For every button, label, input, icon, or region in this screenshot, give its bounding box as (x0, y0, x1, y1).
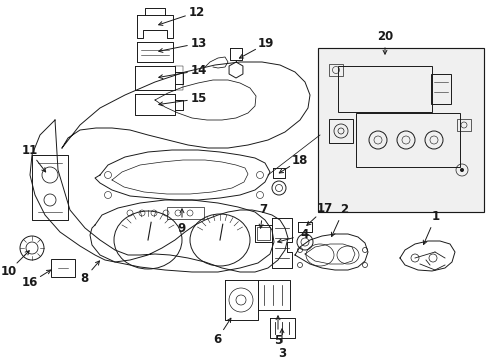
Text: 18: 18 (291, 154, 307, 167)
Text: 14: 14 (190, 64, 206, 77)
Text: 2: 2 (339, 203, 347, 216)
Text: 1: 1 (430, 210, 439, 223)
Text: 8: 8 (80, 272, 88, 285)
Text: 15: 15 (190, 92, 207, 105)
Text: 12: 12 (188, 6, 204, 19)
Text: 19: 19 (257, 37, 274, 50)
Text: 9: 9 (178, 222, 186, 235)
Circle shape (459, 168, 463, 172)
Text: 13: 13 (190, 37, 206, 50)
FancyBboxPatch shape (317, 48, 483, 212)
Text: 3: 3 (277, 347, 285, 360)
Text: 7: 7 (259, 203, 267, 216)
Text: 4: 4 (300, 228, 308, 241)
Text: 16: 16 (22, 276, 39, 289)
Text: 17: 17 (316, 202, 332, 215)
Text: 5: 5 (273, 334, 282, 347)
Text: 11: 11 (21, 144, 38, 157)
Text: 10: 10 (0, 265, 17, 278)
Text: 6: 6 (213, 333, 221, 346)
Text: 20: 20 (376, 30, 392, 42)
